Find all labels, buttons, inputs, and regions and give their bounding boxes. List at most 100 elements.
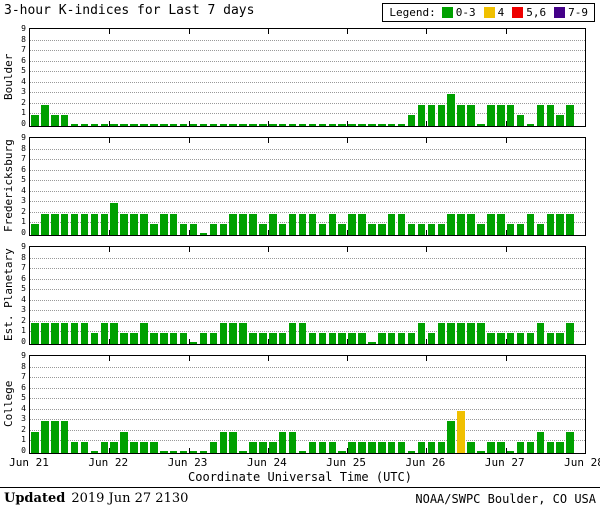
day-tick [505, 339, 507, 344]
k-bar [308, 333, 317, 344]
day-tick [109, 247, 111, 252]
k-bar [427, 104, 436, 126]
k-bar [229, 322, 237, 344]
k-bar [140, 124, 148, 126]
chart-title: 3-hour K-indices for Last 7 days [4, 3, 255, 18]
k-bar [417, 442, 426, 453]
k-bar [90, 213, 99, 235]
day-tick [109, 339, 111, 344]
y-tick-label: 5 [21, 66, 26, 76]
k-bar [219, 431, 227, 453]
k-bar [130, 124, 138, 126]
k-bar [189, 342, 198, 344]
k-bar [387, 442, 396, 453]
k-bar [189, 124, 198, 126]
k-bar [477, 322, 485, 344]
k-bar [536, 104, 545, 126]
k-bar [110, 203, 118, 235]
y-tick-label: 3 [21, 305, 26, 315]
k-bar [387, 333, 396, 344]
k-bar [437, 104, 446, 126]
day-tick [347, 356, 349, 361]
k-bar [140, 442, 148, 453]
gridline [30, 211, 585, 213]
k-bar [110, 124, 118, 126]
k-bar [41, 213, 49, 235]
k-bar [457, 322, 465, 344]
day-tick [109, 138, 111, 143]
gridline [30, 148, 585, 150]
y-tick-label: 9 [21, 133, 26, 142]
k-bar [169, 213, 178, 235]
k-bar [378, 333, 386, 344]
day-tick [426, 356, 428, 361]
k-bar [150, 224, 158, 235]
gridline [30, 39, 585, 41]
day-tick [188, 339, 190, 344]
k-bar [437, 224, 446, 235]
k-bar [457, 410, 465, 453]
updated-text: Updated 2019 Jun 27 2130 [4, 491, 188, 506]
k-bar [31, 224, 39, 235]
k-bar [239, 451, 247, 453]
k-bar [160, 451, 168, 453]
panel-est-planetary [29, 246, 586, 345]
k-bar [546, 333, 555, 344]
k-bar [407, 115, 416, 126]
k-bar [140, 322, 148, 344]
station-label: Est. Planetary [2, 248, 15, 341]
gridline [30, 429, 585, 431]
day-tick [505, 247, 507, 252]
k-bar [278, 224, 287, 235]
k-bar [506, 104, 515, 126]
gridline [30, 180, 585, 182]
y-tick-label: 4 [21, 403, 26, 413]
panel-fredericksburg [29, 137, 586, 236]
k-bar [506, 333, 515, 344]
gridline [30, 408, 585, 410]
k-bar [318, 333, 327, 344]
x-tick-label: Jun 22 [88, 456, 129, 469]
k-bar [368, 124, 376, 126]
k-bar [308, 442, 317, 453]
gridline [30, 113, 585, 115]
k-bar [318, 124, 327, 126]
y-tick-label: 1 [21, 217, 26, 227]
k-bar [120, 124, 128, 126]
y-tick-label: 5 [21, 175, 26, 185]
updated-label: Updated [4, 491, 66, 506]
k-bar [487, 104, 495, 126]
k-bar [358, 333, 366, 344]
k-bar [397, 124, 406, 126]
k-bar [31, 431, 39, 453]
x-axis-title: Coordinate Universal Time (UTC) [188, 470, 412, 484]
y-tick-label: 4 [21, 294, 26, 304]
k-bar [506, 224, 515, 235]
k-bar [70, 213, 79, 235]
k-bar [31, 115, 39, 126]
k-bar [378, 224, 386, 235]
k-bar [60, 421, 69, 453]
k-bar [130, 213, 138, 235]
k-bar [51, 421, 59, 453]
k-bar [368, 442, 376, 453]
k-bar [397, 333, 406, 344]
k-bar [219, 124, 227, 126]
panel-college [29, 355, 586, 454]
gridline [30, 320, 585, 322]
y-tick-label: 3 [21, 87, 26, 97]
k-bar [209, 333, 218, 344]
day-tick [347, 29, 349, 34]
k-bar [100, 322, 109, 344]
k-bar [269, 442, 277, 453]
gridline [30, 102, 585, 104]
x-tick-label: Jun 23 [167, 456, 208, 469]
day-tick [109, 230, 111, 235]
k-bar [229, 213, 237, 235]
day-tick [347, 138, 349, 143]
k-bar [397, 213, 406, 235]
k-bar [239, 322, 247, 344]
k-bar [348, 333, 356, 344]
k-bar [427, 224, 436, 235]
k-bar [566, 213, 574, 235]
